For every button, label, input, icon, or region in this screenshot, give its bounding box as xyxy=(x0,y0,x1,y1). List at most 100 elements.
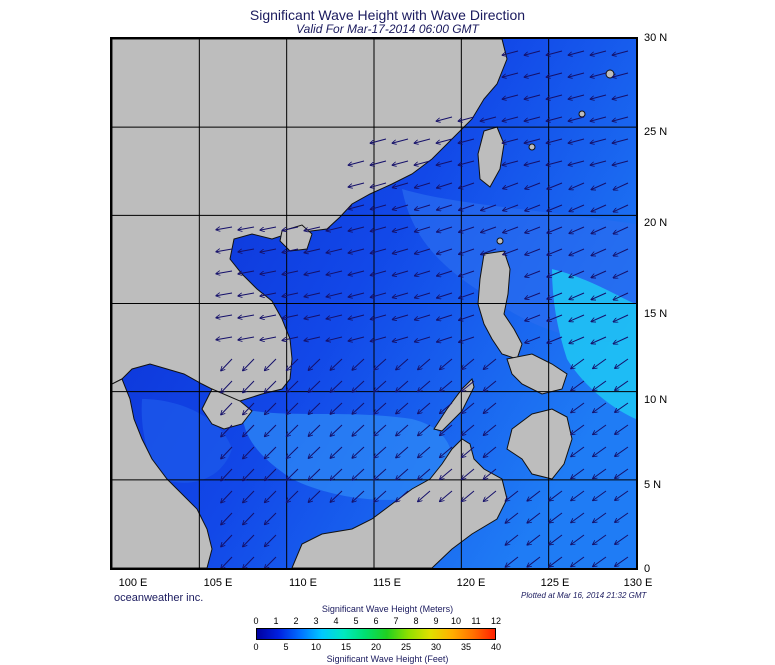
direction-arrow xyxy=(547,270,563,277)
direction-arrow xyxy=(304,248,321,253)
lat-label-20n: 20 N xyxy=(644,217,668,229)
direction-arrow xyxy=(238,292,255,296)
colorbar-tick-meters: 7 xyxy=(393,616,399,626)
direction-arrow xyxy=(440,468,453,479)
direction-arrow xyxy=(282,226,299,230)
direction-arrow xyxy=(549,512,563,523)
direction-arrow xyxy=(415,138,431,143)
direction-arrow xyxy=(352,402,365,414)
direction-arrow xyxy=(371,226,387,231)
direction-arrow xyxy=(437,182,453,188)
direction-arrow xyxy=(216,226,233,230)
direction-arrow xyxy=(615,512,629,522)
lat-label-10n: 10 N xyxy=(644,394,668,406)
direction-arrow xyxy=(287,380,299,392)
direction-arrow xyxy=(265,534,277,546)
direction-arrow xyxy=(282,314,299,318)
direction-arrow xyxy=(371,204,387,209)
direction-arrow xyxy=(349,204,365,209)
colorbar-tick-meters: 6 xyxy=(373,616,379,626)
direction-arrow xyxy=(418,446,431,458)
direction-arrow xyxy=(265,468,277,480)
direction-arrow xyxy=(415,160,431,165)
direction-arrow xyxy=(571,402,585,413)
direction-arrow xyxy=(614,336,629,344)
direction-arrow xyxy=(287,402,299,414)
direction-arrow xyxy=(593,380,607,390)
direction-arrow xyxy=(547,248,563,255)
direction-arrow xyxy=(615,490,629,500)
mekong-delta xyxy=(201,388,253,430)
direction-arrow xyxy=(238,270,255,274)
direction-arrow xyxy=(282,336,299,340)
direction-arrow xyxy=(613,160,629,165)
direction-arrow xyxy=(415,182,431,188)
direction-arrow xyxy=(615,424,629,434)
direction-arrow xyxy=(484,424,497,435)
direction-arrow xyxy=(309,446,321,458)
direction-arrow xyxy=(593,534,607,544)
direction-arrow xyxy=(260,292,277,296)
direction-arrow xyxy=(437,138,453,143)
direction-arrow xyxy=(221,512,233,525)
direction-arrow xyxy=(525,50,541,55)
direction-arrow xyxy=(415,248,431,254)
island xyxy=(578,110,586,118)
direction-arrow xyxy=(393,160,409,165)
direction-arrow xyxy=(437,314,453,320)
direction-arrow xyxy=(371,138,387,143)
direction-arrow xyxy=(393,204,409,210)
direction-arrow xyxy=(371,270,387,275)
direction-arrow xyxy=(393,314,409,320)
direction-arrow xyxy=(591,314,607,322)
direction-arrow xyxy=(525,72,541,77)
direction-arrow xyxy=(506,490,519,501)
direction-arrow xyxy=(527,512,541,523)
direction-arrow xyxy=(243,490,255,503)
direction-arrow xyxy=(593,468,607,478)
colorbar-tick-feet: 25 xyxy=(400,642,412,652)
direction-arrow xyxy=(437,292,453,298)
direction-arrow xyxy=(349,336,365,341)
direction-arrow xyxy=(571,556,585,567)
direction-arrow xyxy=(437,248,453,254)
direction-arrow xyxy=(304,270,321,275)
direction-arrow xyxy=(352,358,365,370)
direction-arrow xyxy=(309,468,321,480)
direction-arrow xyxy=(503,160,519,165)
direction-arrow xyxy=(569,116,585,121)
direction-arrow xyxy=(415,270,431,276)
direction-arrow xyxy=(571,490,585,501)
direction-arrow xyxy=(591,182,607,190)
direction-arrow xyxy=(216,314,233,318)
direction-arrow xyxy=(459,248,475,254)
lat-label-0: 0 xyxy=(644,563,651,575)
direction-arrow xyxy=(243,358,255,371)
direction-arrow xyxy=(503,226,519,233)
direction-arrow xyxy=(547,160,563,165)
direction-arrow xyxy=(547,336,563,343)
direction-arrow xyxy=(440,380,453,391)
colorbar-tick-meters: 1 xyxy=(273,616,279,626)
direction-arrow xyxy=(525,182,541,189)
direction-arrow xyxy=(221,556,233,568)
direction-arrow xyxy=(591,204,607,212)
direction-arrow xyxy=(352,424,365,436)
direction-arrow xyxy=(481,248,497,254)
direction-arrow xyxy=(415,204,431,210)
direction-arrow xyxy=(506,534,519,545)
direction-arrow xyxy=(569,94,585,99)
direction-arrow xyxy=(549,490,563,501)
direction-arrow xyxy=(440,446,453,457)
colorbar-tick-feet: 30 xyxy=(430,642,442,652)
direction-arrow xyxy=(525,226,541,233)
direction-arrow xyxy=(459,292,475,298)
direction-arrow xyxy=(525,270,541,277)
lat-label-30n: 30 N xyxy=(644,32,668,44)
direction-arrow xyxy=(238,226,255,230)
direction-arrow xyxy=(352,490,365,502)
direction-arrow xyxy=(459,226,475,232)
direction-arrow xyxy=(265,380,277,392)
malay-peninsula xyxy=(112,378,213,568)
direction-arrow xyxy=(506,556,519,567)
